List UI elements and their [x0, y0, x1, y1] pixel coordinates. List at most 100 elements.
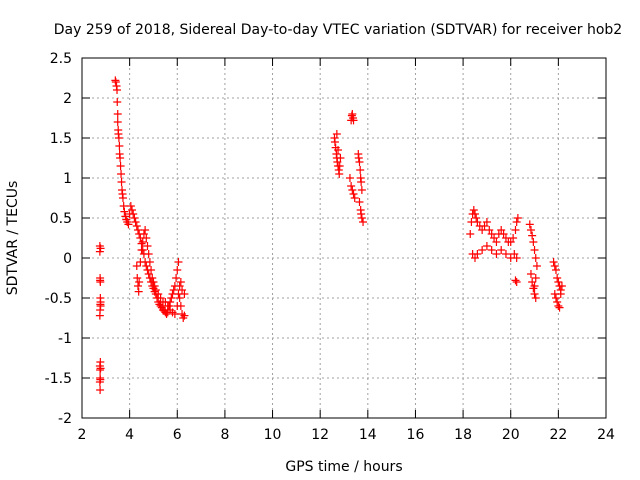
data-point: [143, 242, 152, 250]
data-point: [492, 238, 501, 246]
data-point: [466, 230, 475, 238]
data-point: [354, 154, 363, 162]
data-point: [142, 262, 151, 270]
y-tick-label: 0: [63, 251, 72, 267]
data-point: [113, 110, 122, 118]
data-point: [526, 270, 535, 278]
data-point: [172, 274, 181, 282]
data-point: [530, 246, 539, 254]
data-point: [557, 282, 566, 290]
data-point: [513, 214, 522, 222]
data-point: [175, 294, 184, 302]
data-point: [512, 254, 521, 262]
data-point: [170, 310, 179, 318]
data-point: [478, 246, 487, 254]
data-point: [531, 294, 540, 302]
data-point: [355, 158, 364, 166]
data-point: [529, 238, 538, 246]
data-point: [531, 274, 540, 282]
data-point: [336, 154, 345, 162]
x-tick-label: 4: [125, 427, 134, 443]
data-point: [169, 286, 178, 294]
data-point: [350, 194, 359, 202]
data-point: [113, 118, 122, 126]
x-tick-label: 20: [502, 427, 520, 443]
y-tick-labels: -2 -1.5 -1 -0.5 0 0.5 1 1.5 2 2.5: [45, 51, 72, 427]
data-point: [96, 300, 105, 309]
data-point: [132, 262, 141, 270]
data-point: [356, 166, 365, 174]
data-point: [129, 210, 138, 218]
data-point: [113, 98, 122, 106]
data-point: [96, 276, 105, 285]
x-tick-label: 12: [311, 427, 329, 443]
data-point: [130, 214, 139, 222]
data-point: [512, 278, 521, 286]
data-point: [144, 250, 153, 258]
data-point: [120, 207, 129, 216]
data-point: [148, 274, 157, 282]
x-tick-label: 22: [549, 427, 567, 443]
y-tick-label: -1.5: [45, 371, 72, 387]
data-point: [115, 142, 124, 150]
y-tick-label: 2: [63, 91, 72, 107]
data-point: [550, 262, 559, 270]
tick-marks: [81, 57, 607, 419]
data-point: [330, 138, 339, 146]
data-point: [174, 258, 183, 266]
data-point: [556, 290, 565, 298]
data-point: [117, 178, 126, 186]
y-tick-label: 1: [63, 171, 72, 187]
data-point: [553, 298, 562, 306]
data-point: [114, 134, 123, 142]
data-point: [348, 110, 357, 118]
data-point: [469, 206, 478, 214]
data-point: [180, 311, 189, 320]
data-point: [357, 214, 366, 222]
data-point: [473, 250, 482, 258]
x-tick-label: 24: [597, 427, 615, 443]
data-point: [528, 231, 537, 240]
data-point: [525, 220, 534, 229]
data-point: [553, 274, 562, 282]
data-point: [348, 186, 357, 194]
data-point: [334, 146, 343, 154]
data-point: [345, 174, 354, 182]
data-point: [511, 276, 520, 285]
data-point: [497, 246, 506, 254]
data-point: [138, 238, 147, 246]
data-point: [549, 258, 558, 266]
data-point: [335, 170, 344, 178]
data-point: [111, 78, 120, 86]
y-tick-label: 0.5: [50, 211, 72, 227]
data-point: [349, 116, 358, 125]
data-point: [119, 202, 128, 210]
data-point: [512, 218, 521, 226]
x-tick-label: 6: [173, 427, 182, 443]
data-point: [145, 258, 154, 266]
data-point: [124, 220, 133, 229]
data-point: [118, 194, 127, 202]
data-point: [133, 274, 142, 282]
data-point: [96, 386, 105, 394]
data-point: [176, 278, 185, 286]
data-point: [471, 210, 479, 218]
data-point: [554, 302, 563, 310]
data-point: [555, 303, 564, 312]
data-point: [357, 210, 366, 218]
data-point: [116, 162, 125, 170]
data-point: [472, 214, 481, 222]
data-point: [551, 266, 560, 274]
y-tick-label: -1: [58, 331, 72, 347]
data-point: [551, 294, 560, 302]
data-point: [357, 178, 366, 186]
y-tick-label: -0.5: [45, 291, 72, 307]
x-tick-label: 8: [220, 427, 229, 443]
data-point: [96, 244, 105, 253]
data-point: [126, 202, 135, 210]
data-point: [347, 182, 356, 190]
data-point: [135, 278, 144, 286]
x-tick-label: 14: [359, 427, 377, 443]
data-point: [173, 266, 182, 274]
